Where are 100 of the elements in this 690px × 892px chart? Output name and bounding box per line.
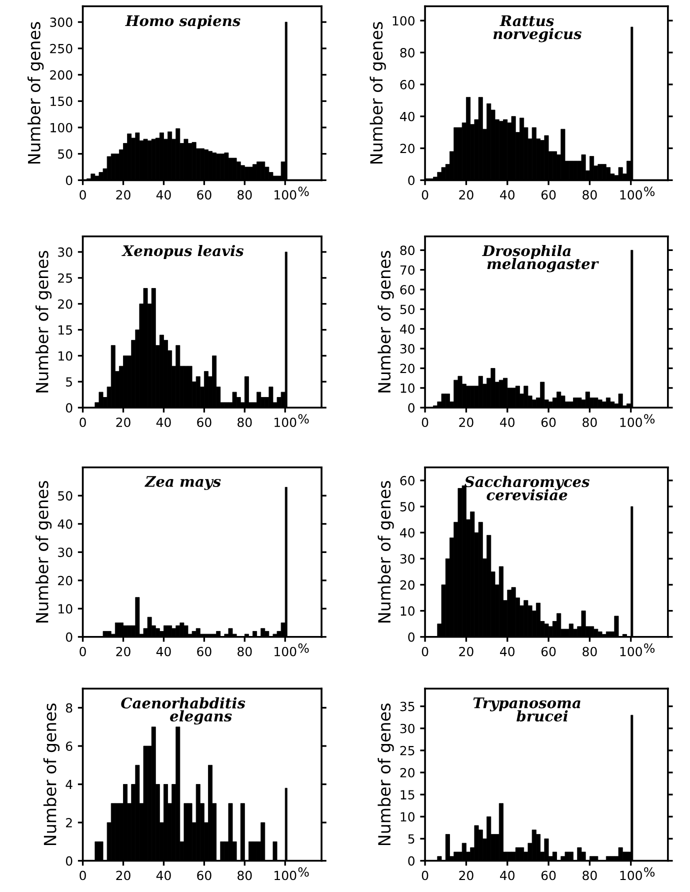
x-tick-label: 60 [197, 190, 212, 200]
y-tick-label: 30 [400, 344, 414, 354]
y-tick-label: 30 [400, 554, 414, 564]
y-tick-label: 10 [400, 606, 414, 616]
y-tick-label: 40 [58, 519, 72, 529]
y-tick-label: 0 [408, 856, 414, 866]
y-tick-label: 50 [58, 491, 72, 501]
y-tick-label: 20 [400, 768, 414, 778]
x-tick-label: 80 [238, 190, 252, 200]
x-tick-label: 60 [197, 870, 212, 880]
y-tick-label: 40 [400, 324, 414, 334]
text: Drosophila melanogaster [482, 244, 599, 272]
y-tick-label: 80 [400, 48, 414, 58]
y-tick-label: 10 [58, 351, 72, 361]
y-tick-label: 15 [400, 790, 414, 800]
y-tick-label: 200 [50, 70, 72, 80]
y-tick-label: 100 [392, 16, 414, 26]
x-tick-label: 20 [459, 418, 474, 428]
y-tick-label: 20 [400, 580, 414, 590]
x-tick-label: 20 [116, 418, 130, 428]
y-tick-label: 0 [408, 403, 414, 413]
x-tick-label: 100 [620, 870, 642, 880]
y-tick-label: 0 [66, 176, 72, 186]
y-tick-label: 100 [50, 122, 72, 132]
x-tick-label: 80 [582, 418, 597, 428]
x-tick-label: 40 [500, 190, 514, 200]
x-tick-label: 80 [238, 870, 252, 880]
x-tick-label: 60 [541, 870, 556, 880]
x-axis-title: % [644, 867, 655, 877]
y-tick-label: 50 [400, 304, 414, 314]
x-tick-label: 20 [116, 646, 130, 656]
x-tick-label: 0 [422, 418, 428, 428]
x-axis-title: % [644, 414, 655, 424]
y-tick-label: 0 [66, 403, 72, 413]
x-axis-title: % [298, 643, 309, 653]
y-tick-label: 150 [50, 96, 72, 106]
y-tick-label: 70 [400, 265, 414, 275]
y-tick-label: 25 [58, 273, 72, 283]
y-axis-title: Number of genes [28, 22, 44, 164]
y-tick-label: 60 [400, 80, 414, 90]
y-tick-label: 35 [400, 702, 414, 712]
x-tick-label: 40 [500, 646, 514, 656]
text: Caenorhabditis elegans [121, 697, 246, 725]
x-tick-label: 100 [620, 418, 642, 428]
y-tick-label: 40 [400, 112, 414, 122]
y-tick-label: 10 [58, 604, 72, 614]
x-tick-label: 40 [500, 870, 514, 880]
x-axis-title: % [298, 186, 309, 196]
x-tick-label: 80 [238, 646, 252, 656]
y-tick-label: 6 [66, 741, 72, 751]
y-tick-label: 80 [400, 246, 414, 256]
x-tick-label: 80 [582, 190, 597, 200]
x-tick-label: 0 [422, 190, 428, 200]
y-tick-label: 15 [58, 325, 72, 335]
y-axis-title: Number of genes [370, 22, 386, 164]
text: Zea mays [144, 476, 221, 490]
x-tick-label: 60 [541, 190, 556, 200]
y-tick-label: 60 [400, 476, 414, 486]
x-tick-label: 80 [582, 870, 597, 880]
y-tick-label: 5 [408, 834, 414, 844]
x-axis-title: % [644, 186, 655, 196]
y-tick-label: 50 [58, 149, 72, 159]
y-tick-label: 0 [66, 856, 72, 866]
y-tick-label: 40 [400, 528, 414, 538]
x-tick-label: 0 [422, 646, 428, 656]
x-tick-label: 40 [156, 418, 171, 428]
x-axis-title: % [298, 867, 309, 877]
y-tick-label: 0 [66, 632, 72, 642]
x-tick-label: 20 [116, 870, 130, 880]
x-axis-title: % [298, 414, 309, 424]
y-tick-label: 20 [58, 576, 72, 586]
x-axis-title: % [644, 643, 655, 653]
x-tick-label: 100 [274, 190, 296, 200]
x-tick-label: 80 [238, 418, 252, 428]
x-tick-label: 0 [80, 646, 86, 656]
x-tick-label: 100 [620, 190, 642, 200]
y-tick-label: 30 [58, 247, 72, 257]
x-tick-label: 0 [80, 870, 86, 880]
x-tick-label: 40 [500, 418, 514, 428]
y-tick-label: 4 [66, 780, 72, 790]
x-tick-label: 20 [459, 870, 474, 880]
y-axis-title: Number of genes [35, 250, 52, 392]
text: Homo sapiens [125, 14, 240, 30]
y-tick-label: 300 [50, 18, 72, 27]
y-tick-label: 5 [66, 377, 72, 387]
x-tick-label: 20 [116, 190, 130, 200]
x-tick-label: 100 [274, 418, 296, 428]
y-tick-label: 8 [66, 703, 72, 713]
y-axis-title: Number of genes [378, 250, 394, 392]
y-tick-label: 0 [408, 176, 414, 186]
y-tick-label: 30 [400, 724, 414, 734]
y-axis-title: Number of genes [378, 704, 394, 846]
y-tick-label: 20 [58, 299, 72, 309]
y-tick-label: 2 [66, 818, 72, 828]
y-tick-label: 30 [58, 548, 72, 558]
text: Xenopus leavis [122, 244, 244, 260]
x-tick-label: 60 [197, 418, 212, 428]
y-tick-label: 60 [400, 285, 414, 294]
text: Rattus norvegicus [493, 15, 582, 42]
x-tick-label: 20 [459, 190, 474, 200]
